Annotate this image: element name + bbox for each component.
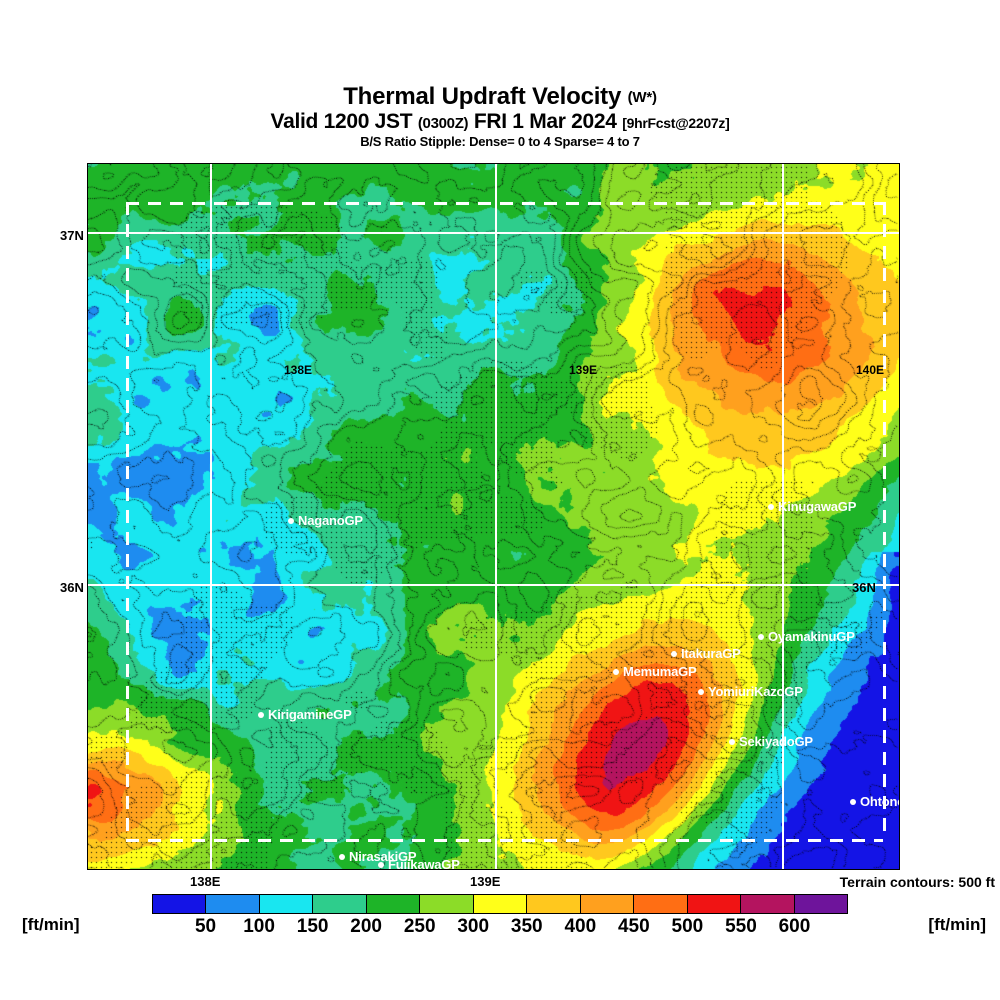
valid-date: FRI 1 Mar 2024 [473, 110, 617, 134]
colorbar-segment [313, 895, 367, 913]
colorbar-segment [420, 895, 474, 913]
lat-label-right-36n: 36N [852, 580, 876, 595]
colorbar-segment [366, 895, 421, 913]
colorbar-tick: 400 [564, 916, 597, 937]
colorbar-segment [634, 895, 688, 913]
valid-utc-time: (0300Z) [417, 115, 469, 133]
title-superscript: (W*) [627, 89, 657, 106]
lon-label-bottom-138e: 138E [190, 874, 221, 889]
terrain-contour-note: Terrain contours: 500 ft [839, 874, 995, 890]
colorbar-tick: 550 [725, 916, 757, 937]
title-main-text: Thermal Updraft Velocity [343, 83, 622, 110]
colorbar-tick: 600 [778, 916, 811, 937]
colorbar-segment [580, 895, 635, 913]
colorbar-tick: 450 [617, 916, 650, 937]
thermal-updraft-raster [88, 164, 899, 869]
colorbar-segment [473, 895, 528, 913]
colorbar-segment [153, 895, 207, 913]
lat-label-left-37n: 37N [60, 228, 84, 243]
colorbar-tick: 350 [510, 916, 543, 937]
colorbar-segment [741, 895, 795, 913]
lat-label-left-36n: 36N [60, 580, 84, 595]
colorbar-segment [527, 895, 581, 913]
title-block: Thermal Updraft Velocity (W*) Valid 1200… [0, 84, 1000, 149]
colorbar-tick: 500 [671, 916, 704, 937]
colorbar-tick: 100 [243, 916, 275, 937]
colorbar-segment [259, 895, 314, 913]
lon-label-bottom-139e: 139E [470, 874, 501, 889]
colorbar-unit-left: [ft/min] [22, 915, 80, 934]
forecast-run-tag: [9hrFcst@2207z] [622, 115, 730, 132]
colorbar-swatches [152, 894, 848, 914]
colorbar-segment [794, 895, 848, 913]
colorbar-tick: 150 [296, 916, 329, 937]
colorbar-tick: 200 [350, 916, 382, 937]
colorbar-tick: 300 [457, 916, 490, 937]
forecast-map[interactable]: 138E 139E 140E NaganoGP KirigamineGP Nirasaki… [87, 163, 900, 870]
valid-time-line: Valid 1200 JST (0300Z) FRI 1 Mar 2024 [9… [0, 111, 1000, 133]
colorbar-legend: [ft/min] [ft/min] 50 100 150 200 250 300 350 40… [0, 894, 1000, 954]
colorbar-segment [206, 895, 260, 913]
colorbar-tick-labels: 50 100 150 200 250 300 350 400 450 500 550 600 [152, 916, 848, 942]
colorbar-tick: 50 [194, 916, 217, 937]
colorbar-tick: 250 [403, 916, 436, 937]
colorbar-segment [687, 895, 742, 913]
colorbar-unit-right: [ft/min] [928, 915, 986, 934]
stipple-legend-note: B/S Ratio Stipple: Dense= 0 to 4 Sparse=… [360, 134, 640, 150]
page-title: Thermal Updraft Velocity (W*) [0, 84, 1000, 109]
valid-local-time: Valid 1200 JST [270, 110, 413, 134]
